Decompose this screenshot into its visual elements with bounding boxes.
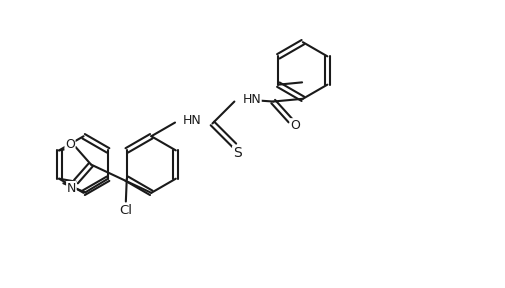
Text: S: S	[233, 146, 241, 160]
Text: HN: HN	[242, 93, 262, 106]
Text: HN: HN	[183, 114, 202, 127]
Text: O: O	[65, 138, 75, 151]
Text: O: O	[290, 119, 300, 132]
Text: Cl: Cl	[119, 204, 132, 217]
Text: N: N	[67, 181, 76, 195]
